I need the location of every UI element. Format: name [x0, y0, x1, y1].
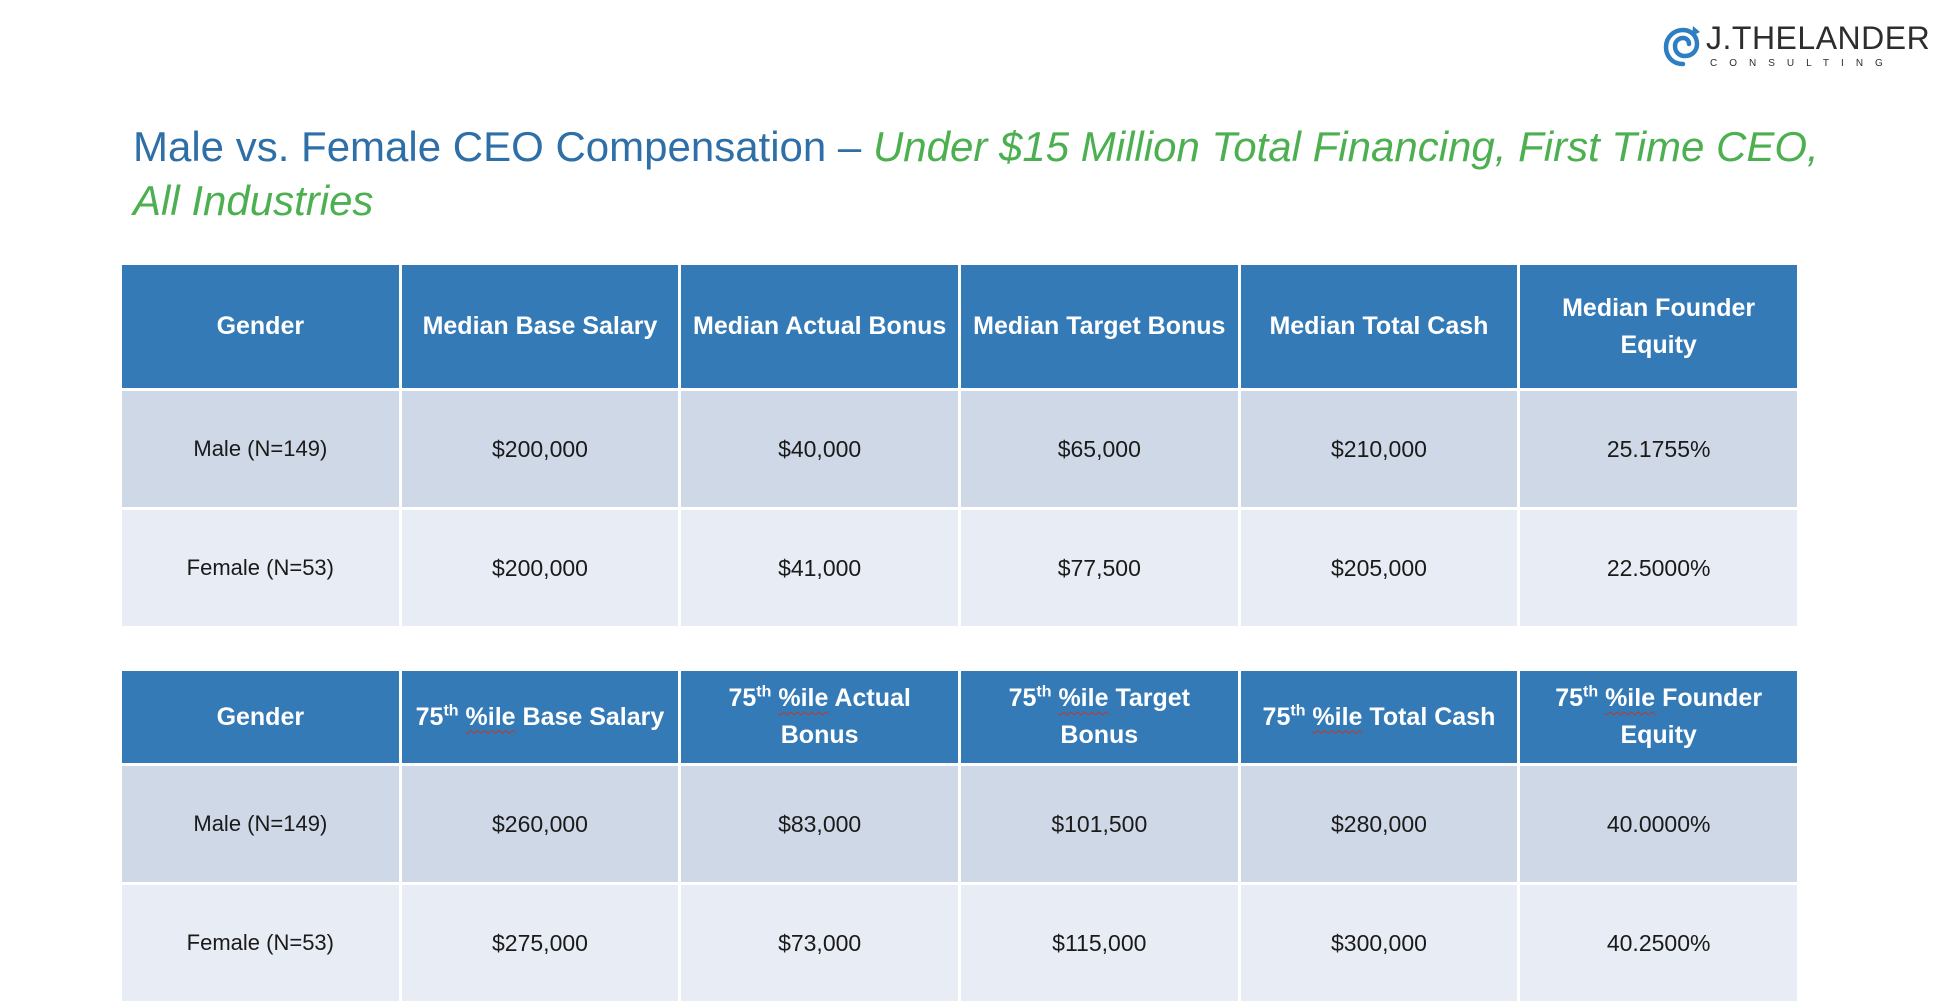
founder-equity-cell: 40.2500% — [1517, 882, 1800, 1004]
median-compensation-table: Gender Median Base Salary Median Actual … — [119, 262, 1800, 629]
actual-bonus-cell: $40,000 — [678, 388, 961, 510]
base-salary-cell: $200,000 — [398, 507, 682, 629]
logo-name: J.THELANDER — [1706, 20, 1931, 56]
target-bonus-cell: $65,000 — [957, 388, 1241, 510]
gender-cell: Male (N=149) — [119, 388, 402, 510]
header-median-actual-bonus: Median Actual Bonus — [678, 262, 961, 391]
total-cash-cell: $210,000 — [1237, 388, 1521, 510]
table-header-row: Gender 75th %ile Base Salary 75th %ile A… — [119, 668, 1800, 766]
target-bonus-cell: $115,000 — [957, 882, 1241, 1004]
title-lead: Male vs. Female CEO Compensation – — [133, 123, 873, 170]
table-row: Female (N=53) $275,000 $73,000 $115,000 … — [119, 882, 1800, 1004]
actual-bonus-cell: $73,000 — [678, 882, 961, 1004]
header-median-total-cash: Median Total Cash — [1237, 262, 1521, 391]
total-cash-cell: $205,000 — [1237, 507, 1521, 629]
header-gender: Gender — [119, 262, 402, 391]
gender-cell: Female (N=53) — [119, 507, 402, 629]
percentile-compensation-table: Gender 75th %ile Base Salary 75th %ile A… — [119, 668, 1800, 1004]
logo-subtitle: CONSULTING — [1710, 58, 1895, 69]
table-row: Female (N=53) $200,000 $41,000 $77,500 $… — [119, 507, 1800, 629]
header-75th-target-bonus: 75th %ile Target Bonus — [957, 668, 1241, 766]
header-75th-base-salary: 75th %ile Base Salary — [398, 668, 682, 766]
founder-equity-cell: 22.5000% — [1517, 507, 1800, 629]
company-logo: J.THELANDER CONSULTING — [1660, 20, 1930, 80]
table-row: Male (N=149) $260,000 $83,000 $101,500 $… — [119, 763, 1800, 885]
header-median-base-salary: Median Base Salary — [398, 262, 682, 391]
gender-cell: Male (N=149) — [119, 763, 402, 885]
total-cash-cell: $300,000 — [1237, 882, 1521, 1004]
header-75th-total-cash: 75th %ile Total Cash — [1237, 668, 1521, 766]
table-row: Male (N=149) $200,000 $40,000 $65,000 $2… — [119, 388, 1800, 510]
gender-cell: Female (N=53) — [119, 882, 402, 1004]
target-bonus-cell: $77,500 — [957, 507, 1241, 629]
actual-bonus-cell: $83,000 — [678, 763, 961, 885]
header-gender: Gender — [119, 668, 402, 766]
header-75th-actual-bonus: 75th %ile Actual Bonus — [678, 668, 961, 766]
table-header-row: Gender Median Base Salary Median Actual … — [119, 262, 1800, 391]
target-bonus-cell: $101,500 — [957, 763, 1241, 885]
base-salary-cell: $275,000 — [398, 882, 682, 1004]
header-median-founder-equity: Median Founder Equity — [1517, 262, 1800, 391]
page-title: Male vs. Female CEO Compensation – Under… — [133, 120, 1833, 228]
header-median-target-bonus: Median Target Bonus — [957, 262, 1241, 391]
base-salary-cell: $260,000 — [398, 763, 682, 885]
spiral-logo-icon — [1663, 26, 1700, 67]
base-salary-cell: $200,000 — [398, 388, 682, 510]
founder-equity-cell: 40.0000% — [1517, 763, 1800, 885]
total-cash-cell: $280,000 — [1237, 763, 1521, 885]
founder-equity-cell: 25.1755% — [1517, 388, 1800, 510]
title-emphasis: Under $15 Million Total Financing, First… — [133, 123, 1819, 224]
actual-bonus-cell: $41,000 — [678, 507, 961, 629]
header-75th-founder-equity: 75th %ile Founder Equity — [1517, 668, 1800, 766]
